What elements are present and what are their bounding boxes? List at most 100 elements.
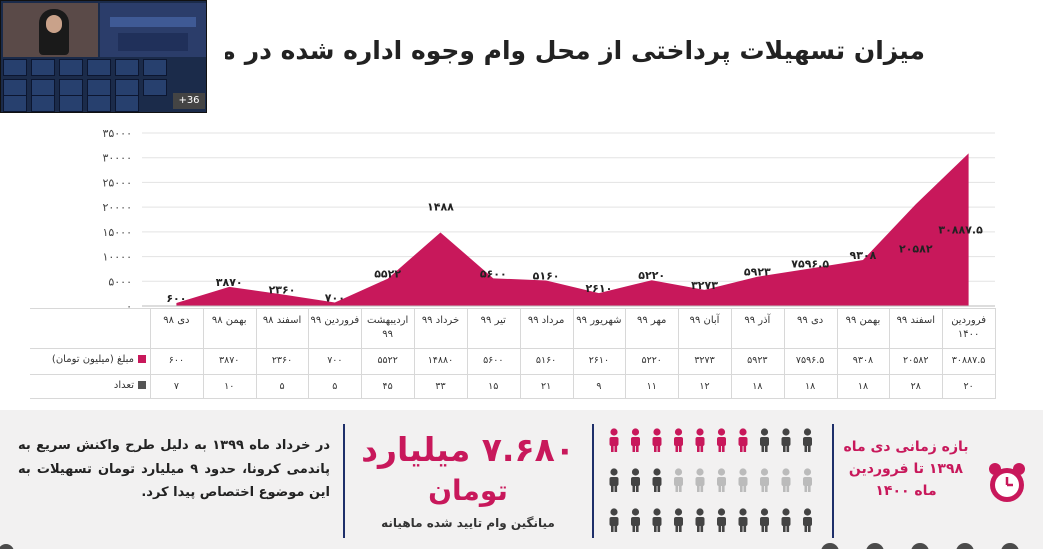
table-rule — [361, 308, 363, 398]
participant-thumbnail[interactable] — [59, 95, 83, 112]
participant-thumbnail[interactable] — [143, 59, 167, 76]
table-rule — [836, 308, 838, 398]
person-icon — [695, 508, 705, 532]
host-video[interactable] — [3, 3, 98, 57]
participant-thumbnail[interactable] — [59, 59, 83, 76]
average-caption: میانگین وام تایید شده ماهیانه — [381, 516, 555, 530]
table-rule — [519, 308, 521, 398]
y-tick-label: ۳۵۰۰۰ — [102, 127, 132, 140]
table-cell: ۱۱ — [646, 381, 657, 392]
participant-thumbnail[interactable] — [31, 95, 55, 112]
table-rule — [30, 398, 996, 399]
room-table — [118, 33, 188, 51]
participant-thumbnail[interactable] — [3, 59, 27, 76]
table-cell: ۲۰۵۸۲ — [903, 355, 929, 366]
legend-swatch — [138, 381, 146, 389]
table-rule — [572, 308, 574, 398]
average-value: ۷.۶۸۰ میلیارد — [361, 430, 575, 469]
category-label: بهمن ۹۹ — [845, 315, 881, 326]
table-cell: ۹ — [596, 381, 602, 392]
table-cell: ۱۸ — [857, 381, 869, 392]
more-participants-count[interactable]: +36 — [173, 93, 205, 109]
person-icon — [674, 428, 683, 452]
category-label: فروردین ۱۴۰۰ — [951, 315, 986, 340]
data-label: ۹۳۰۸ — [850, 249, 877, 262]
person-icon — [717, 508, 726, 532]
person-icon — [738, 508, 748, 532]
category-label: دی ۹۹ — [797, 315, 824, 326]
legend-label: تعداد — [113, 380, 134, 391]
table-cell: ۲۳۶۰ — [271, 355, 293, 366]
table-cell: ۱۰ — [224, 381, 235, 392]
table-cell: ۲۶۱۰ — [588, 355, 610, 366]
person-icon — [803, 468, 812, 492]
category-label: دی ۹۸ — [163, 315, 190, 326]
legend-entry: مبلغ (میلیون تومان) — [32, 354, 146, 365]
table-cell: ۱۵ — [488, 381, 499, 392]
category-label: فروردین ۹۹ — [310, 315, 360, 326]
person-icon — [803, 508, 812, 532]
table-rule — [995, 308, 996, 398]
person-icon — [631, 428, 640, 452]
person-icon — [652, 428, 662, 452]
category-label: مهر ۹۹ — [637, 315, 667, 326]
participant-thumbnail[interactable] — [115, 59, 139, 76]
table-cell: ۲۰ — [963, 381, 974, 392]
table-cell: ۱۲ — [699, 381, 710, 392]
table-cell: ۵ — [279, 381, 285, 392]
table-rule — [942, 308, 944, 398]
table-cell: ۶۰۰ — [168, 355, 185, 366]
separator — [592, 424, 594, 538]
participant-thumbnail[interactable] — [31, 59, 55, 76]
table-cell: ۳۸۷۰ — [219, 355, 240, 366]
data-label: ۲۰۵۸۲ — [899, 242, 933, 255]
person-icon — [738, 428, 748, 452]
participant-thumbnail[interactable] — [3, 95, 27, 112]
category-label: آذر ۹۹ — [744, 315, 771, 326]
person-icon — [652, 508, 662, 532]
table-cell: ۵۵۲۲ — [377, 355, 398, 366]
table-cell: ۳۰۸۸۷.۵ — [951, 355, 986, 366]
table-cell: ۵۲۲۰ — [641, 355, 662, 366]
person-icon — [695, 468, 705, 492]
person-icon — [760, 468, 769, 492]
participant-thumbnail[interactable] — [143, 79, 167, 96]
table-cell: ۵ — [332, 381, 338, 392]
table-cell: ۹۳۰۸ — [852, 355, 874, 366]
table-cell: ۷ — [173, 381, 179, 392]
participant-thumbnail[interactable] — [87, 59, 111, 76]
data-label: ۳۸۷۰ — [216, 276, 243, 289]
person-icon — [652, 468, 662, 492]
table-rule — [414, 308, 416, 398]
room-video[interactable] — [100, 3, 206, 57]
y-tick-label: ۱۰۰۰۰ — [102, 251, 132, 264]
y-tick-label: ۵۰۰۰ — [108, 275, 132, 288]
person-icon — [631, 508, 640, 532]
data-label: ۵۲۲۰ — [638, 269, 665, 282]
data-label: ۵۹۲۳ — [744, 266, 771, 279]
period-label: بازه زمانی دی ماه ۱۳۹۸ تا فروردین ماه ۱۴… — [843, 439, 969, 499]
person-icon — [695, 428, 705, 452]
person-icon — [609, 428, 619, 452]
table-cell: ۲۱ — [540, 381, 552, 392]
table-cell: ۲۸ — [910, 381, 921, 392]
y-tick-label: ۳۰۰۰۰ — [102, 152, 132, 165]
category-label: خرداد ۹۹ — [421, 315, 460, 326]
table-rule — [150, 308, 151, 398]
table-cell: ۵۹۲۳ — [747, 355, 768, 366]
person-icon — [781, 468, 791, 492]
person-icon — [760, 428, 769, 452]
participant-thumbnail[interactable] — [115, 95, 139, 112]
person-icon — [609, 468, 619, 492]
category-label: تیر ۹۹ — [480, 315, 506, 326]
table-cell: ۵۶۰۰ — [483, 355, 504, 366]
person-icon — [803, 428, 812, 452]
table-cell: ۱۸ — [805, 381, 816, 392]
participant-thumbnail[interactable] — [87, 95, 111, 112]
data-label: ۱۴۸۸ — [427, 200, 454, 213]
table-rule — [783, 308, 785, 398]
video-call-panel[interactable]: +36 — [0, 0, 207, 113]
table-rule — [30, 348, 996, 349]
table-rule — [625, 308, 627, 398]
data-label: ۳۲۷۳ — [691, 279, 718, 292]
